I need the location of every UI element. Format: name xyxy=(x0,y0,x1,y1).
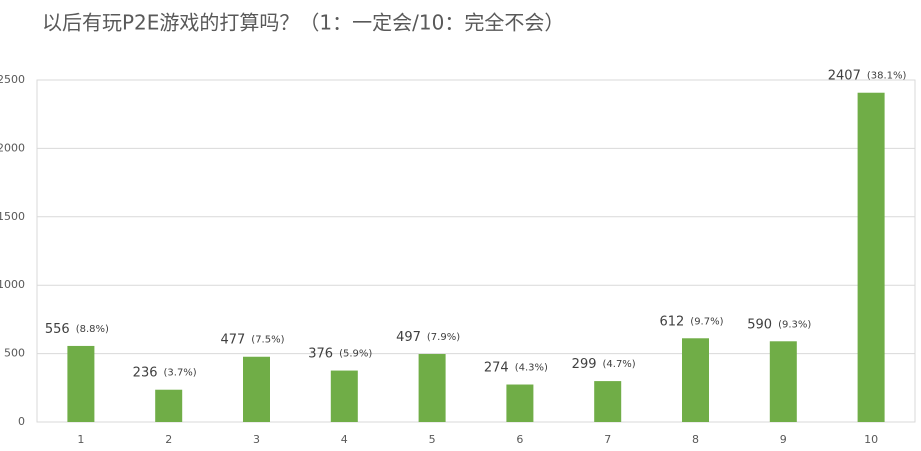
value-label: 612 (9.7%) xyxy=(659,314,723,329)
value-number: 497 xyxy=(396,330,421,345)
value-percent: (9.3%) xyxy=(778,319,811,330)
value-label: 274 (4.3%) xyxy=(484,360,548,375)
bar xyxy=(330,370,358,422)
bar xyxy=(857,92,885,422)
x-tick-label: 5 xyxy=(429,433,436,446)
bar xyxy=(418,354,446,422)
value-label: 477 (7.5%) xyxy=(220,332,284,347)
bar xyxy=(67,345,95,422)
value-percent: (7.5%) xyxy=(251,335,284,346)
bar xyxy=(682,338,709,422)
x-tick-label: 2 xyxy=(165,433,172,446)
x-tick-label: 6 xyxy=(516,433,523,446)
x-tick-label: 1 xyxy=(77,433,84,446)
value-label: 497 (7.9%) xyxy=(396,330,460,345)
y-tick-label: 1500 xyxy=(0,210,25,223)
bar xyxy=(594,381,622,422)
value-number: 376 xyxy=(308,346,333,361)
y-tick-label: 2500 xyxy=(0,73,25,86)
x-tick-label: 10 xyxy=(864,433,878,446)
value-label: 299 (4.7%) xyxy=(572,357,636,372)
value-number: 477 xyxy=(220,332,245,347)
x-tick-label: 7 xyxy=(604,433,611,446)
x-tick-label: 4 xyxy=(341,433,348,446)
value-label: 376 (5.9%) xyxy=(308,346,372,361)
y-tick-label: 0 xyxy=(18,415,25,428)
value-number: 612 xyxy=(659,314,684,329)
value-percent: (4.7%) xyxy=(603,359,636,370)
value-number: 2407 xyxy=(828,68,861,83)
value-percent: (8.8%) xyxy=(76,324,109,335)
y-tick-label: 2000 xyxy=(0,141,25,154)
value-percent: (7.9%) xyxy=(427,332,460,343)
chart-title: 以后有玩P2E游戏的打算吗？（1：一定会/10：完全不会） xyxy=(42,11,564,35)
value-percent: (5.9%) xyxy=(339,349,372,360)
bar xyxy=(769,341,797,422)
value-number: 556 xyxy=(45,321,70,336)
bar xyxy=(243,356,270,422)
value-percent: (38.1%) xyxy=(867,71,907,82)
value-number: 590 xyxy=(747,317,772,332)
value-label: 590 (9.3%) xyxy=(747,317,811,332)
x-tick-label: 3 xyxy=(253,433,260,446)
y-tick-label: 500 xyxy=(4,347,25,360)
value-percent: (4.3%) xyxy=(515,363,548,374)
value-number: 274 xyxy=(484,360,509,375)
x-tick-label: 9 xyxy=(780,433,787,446)
value-number: 236 xyxy=(133,365,158,380)
value-percent: (9.7%) xyxy=(690,316,723,327)
bar xyxy=(155,389,183,422)
bar xyxy=(506,384,534,422)
value-label: 556 (8.8%) xyxy=(45,321,109,336)
value-number: 299 xyxy=(572,357,597,372)
y-tick-label: 1000 xyxy=(0,278,25,291)
value-label: 236 (3.7%) xyxy=(133,365,197,380)
x-tick-label: 8 xyxy=(692,433,699,446)
value-label: 2407 (38.1%) xyxy=(828,68,907,83)
value-percent: (3.7%) xyxy=(164,368,197,379)
